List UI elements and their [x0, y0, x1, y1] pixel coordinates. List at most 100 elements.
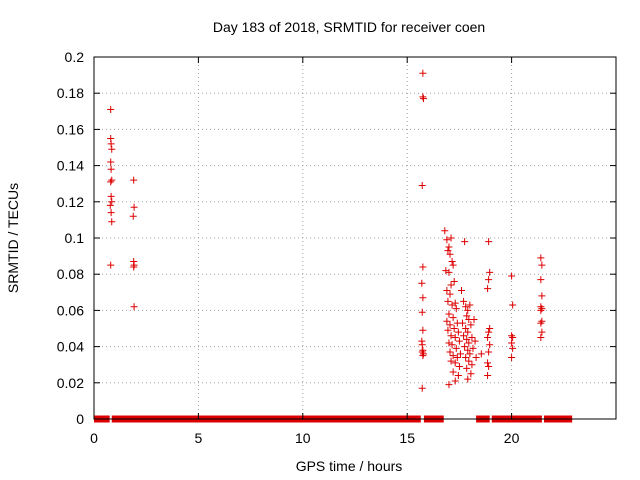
- data-point: [107, 140, 115, 148]
- data-point: [107, 261, 115, 269]
- data-point: [509, 301, 517, 309]
- data-point: [444, 247, 452, 255]
- data-point: [107, 105, 115, 113]
- x-tick-label: 5: [195, 430, 203, 446]
- data-point: [484, 334, 492, 342]
- y-tick-labels: 0 0.02 0.04 0.06 0.08 0.1 0.12 0.14 0.16 0.18 0.2: [57, 49, 84, 427]
- x-tick-labels: 0 5 10 15 20: [90, 430, 519, 446]
- y-tick-label: 0.2: [65, 49, 85, 65]
- data-point: [457, 286, 465, 294]
- data-point: [107, 209, 115, 217]
- data-point: [463, 312, 471, 320]
- data-point: [537, 319, 545, 327]
- data-point: [108, 145, 116, 153]
- y-tick-label: 0.12: [57, 194, 84, 210]
- data-point: [445, 243, 453, 251]
- data-point: [538, 317, 546, 325]
- data-point: [106, 201, 114, 209]
- data-point: [418, 182, 426, 190]
- data-point: [441, 227, 449, 235]
- data-point: [454, 372, 462, 380]
- data-point: [470, 315, 478, 323]
- data-point: [442, 267, 450, 275]
- data-point: [472, 353, 480, 361]
- data-point: [466, 301, 474, 309]
- y-tick-label: 0.06: [57, 302, 84, 318]
- data-point: [467, 321, 475, 329]
- y-tick-label: 0.04: [57, 339, 84, 355]
- data-point: [460, 297, 468, 305]
- data-point: [484, 285, 492, 293]
- data-point: [447, 332, 455, 340]
- data-point: [537, 334, 545, 342]
- data-point: [107, 178, 115, 186]
- data-point: [418, 384, 426, 392]
- data-point: [446, 290, 454, 298]
- data-point: [130, 176, 138, 184]
- data-point: [461, 238, 469, 246]
- data-point: [419, 69, 427, 77]
- data-point: [108, 198, 116, 206]
- data-point: [508, 353, 516, 361]
- data-point: [445, 339, 453, 347]
- data-point: [446, 321, 454, 329]
- data-point: [418, 348, 426, 356]
- data-point: [419, 294, 427, 302]
- y-tick-label: 0.18: [57, 85, 84, 101]
- data-point: [444, 326, 452, 334]
- data-point: [456, 350, 464, 358]
- x-tick-label: 0: [90, 430, 98, 446]
- data-point: [486, 341, 494, 349]
- data-point: [418, 279, 426, 287]
- data-point: [443, 286, 451, 294]
- data-point: [108, 218, 116, 226]
- data-point: [446, 348, 454, 356]
- data-point: [537, 254, 545, 262]
- data-point: [538, 328, 546, 336]
- data-point: [508, 339, 516, 347]
- data-point: [419, 263, 427, 271]
- data-point: [445, 381, 453, 389]
- data-point: [455, 337, 463, 345]
- data-point: [443, 236, 451, 244]
- data-point: [452, 305, 460, 313]
- data-point: [451, 359, 459, 367]
- data-point: [448, 258, 456, 266]
- data-point: [462, 325, 470, 332]
- data-point: [477, 350, 485, 358]
- y-tick-label: 0.16: [57, 121, 84, 137]
- data-point: [130, 263, 138, 271]
- data-point: [454, 328, 462, 336]
- data-point: [537, 276, 545, 284]
- data-point: [485, 363, 493, 371]
- data-points: [106, 69, 546, 392]
- data-point: [451, 334, 459, 342]
- data-point: [485, 328, 493, 336]
- data-point: [537, 306, 545, 314]
- data-point: [464, 306, 472, 314]
- data-point: [461, 343, 469, 351]
- data-point: [419, 326, 427, 334]
- x-tick-label: 10: [295, 430, 311, 446]
- y-axis-label: SRMTID / TECUs: [5, 183, 21, 293]
- data-point: [509, 334, 517, 342]
- data-point: [107, 158, 115, 166]
- data-point: [469, 344, 477, 352]
- data-point: [508, 272, 516, 280]
- x-tick-label: 15: [399, 430, 415, 446]
- data-point: [450, 277, 458, 285]
- data-point: [485, 348, 493, 356]
- data-point: [452, 344, 460, 352]
- data-point: [464, 346, 472, 354]
- data-point: [451, 299, 459, 307]
- data-point: [468, 361, 476, 369]
- data-point: [538, 292, 546, 300]
- data-point: [462, 303, 470, 311]
- data-point: [462, 353, 470, 361]
- data-point: [107, 192, 115, 200]
- data-point: [485, 238, 493, 246]
- data-point: [447, 281, 455, 289]
- data-point: [464, 328, 472, 336]
